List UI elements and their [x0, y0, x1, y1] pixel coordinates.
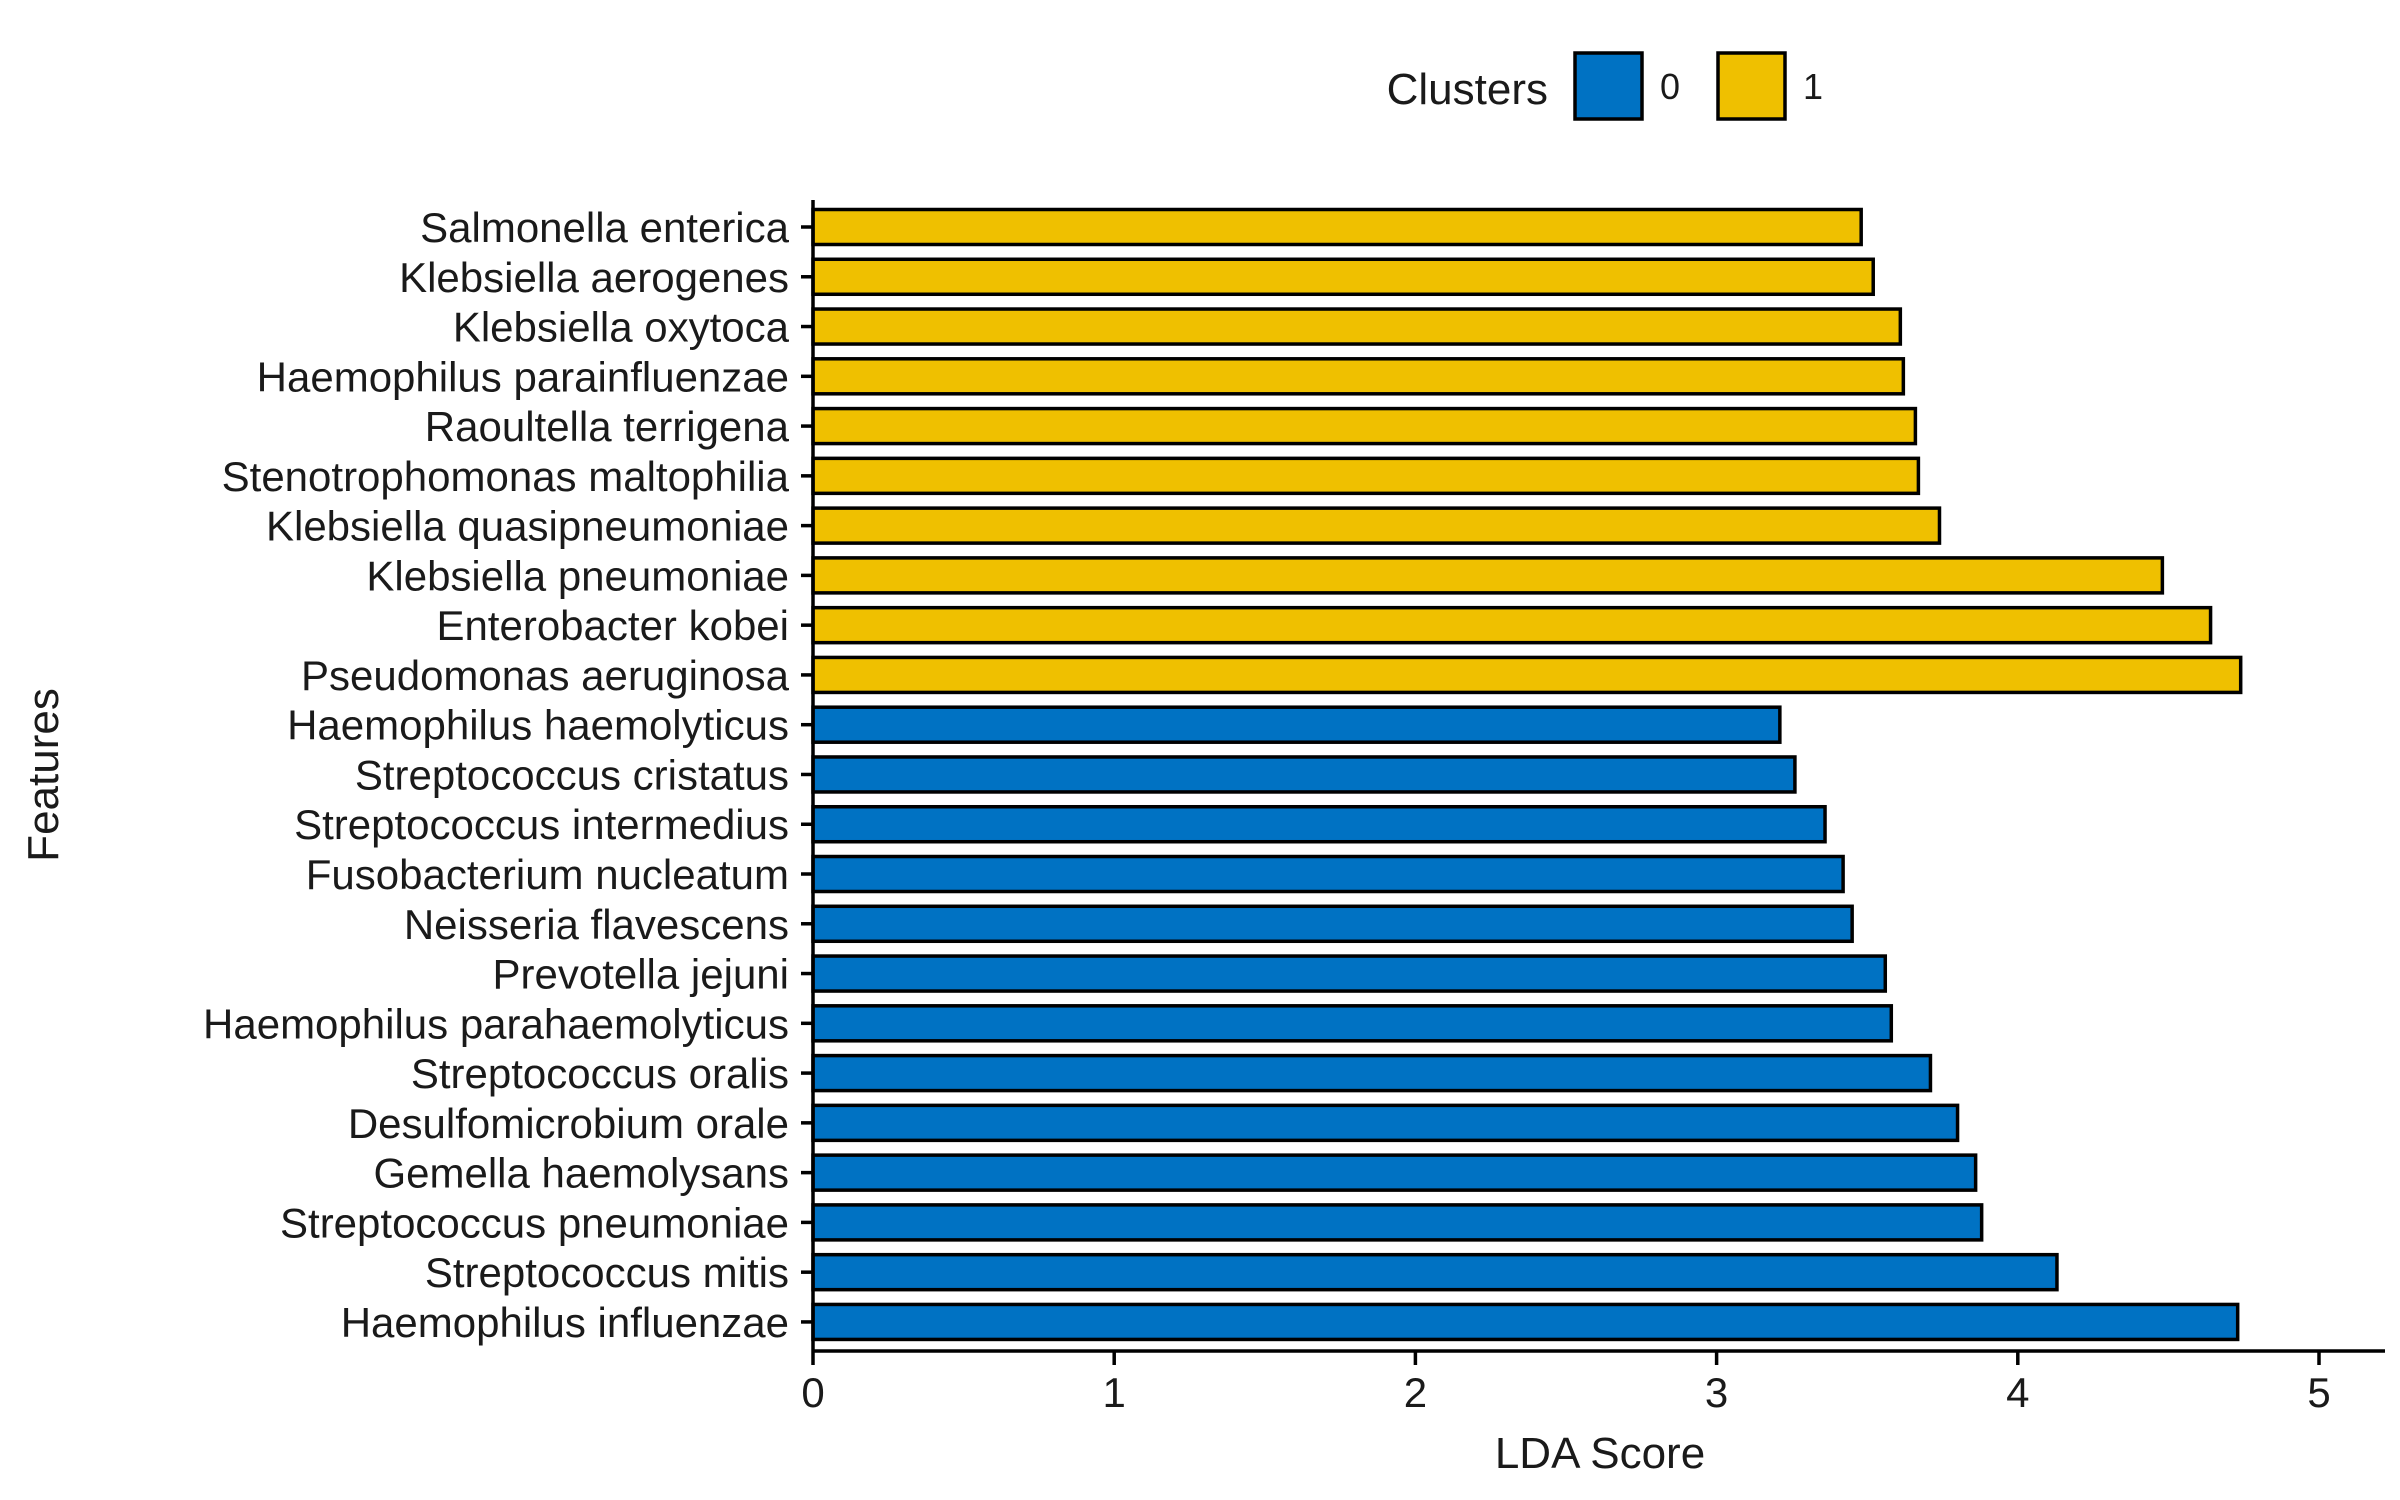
- y-tick-label: Streptococcus oralis: [411, 1050, 789, 1097]
- bar: [811, 1252, 2059, 1292]
- y-tick-label: Streptococcus mitis: [425, 1249, 789, 1296]
- y-tick-label: Haemophilus influenzae: [341, 1299, 789, 1346]
- bars-layer: [811, 207, 2243, 1342]
- x-tick-label: 2: [1404, 1369, 1427, 1416]
- bar: [811, 854, 1845, 894]
- bar: [811, 1153, 1978, 1192]
- y-tick-label: Raoultella terrigena: [425, 403, 790, 450]
- y-tick-label: Klebsiella pneumoniae: [366, 552, 789, 599]
- y-axis-title: Features: [19, 688, 68, 862]
- bar: [811, 1004, 1894, 1043]
- y-tick-label: Streptococcus cristatus: [355, 751, 789, 798]
- x-axis-title: LDA Score: [1495, 1429, 1705, 1478]
- bar: [811, 804, 1827, 844]
- x-tick-label: 3: [1705, 1369, 1728, 1416]
- y-tick-label: Haemophilus haemolyticus: [287, 702, 789, 749]
- y-tick-label: Klebsiella quasipneumoniae: [266, 503, 789, 550]
- bar: [811, 1302, 2240, 1342]
- bar: [811, 307, 1903, 346]
- x-tick-label: 0: [801, 1369, 824, 1416]
- y-tick-label: Klebsiella oxytoca: [453, 304, 790, 351]
- x-ticks: 0 1 2 3 4 5: [801, 1351, 2331, 1416]
- bar: [811, 357, 1906, 396]
- y-tick-label: Desulfomicrobium orale: [348, 1100, 789, 1147]
- bar: [811, 257, 1875, 297]
- bar: [811, 605, 2213, 645]
- y-tick-label: Klebsiella aerogenes: [399, 254, 789, 301]
- bar: [811, 954, 1888, 993]
- bar: [811, 1053, 1933, 1093]
- legend-title: Clusters: [1387, 65, 1548, 114]
- bar: [811, 755, 1797, 794]
- bar: [811, 556, 2165, 595]
- bar: [811, 655, 2243, 695]
- legend-key: [1716, 51, 1787, 121]
- x-tick-label: 5: [2307, 1369, 2330, 1416]
- x-tick-label: 1: [1103, 1369, 1126, 1416]
- bar: [811, 904, 1854, 944]
- bar: [811, 705, 1782, 744]
- y-tick-label: Salmonella enterica: [420, 204, 790, 251]
- y-tick-label: Stenotrophomonas maltophilia: [222, 453, 790, 500]
- y-tick-label: Streptococcus intermedius: [294, 801, 789, 848]
- y-tick-label: Streptococcus pneumoniae: [280, 1199, 789, 1246]
- y-tick-label: Pseudomonas aeruginosa: [301, 652, 790, 699]
- bar: [811, 506, 1942, 545]
- y-tick-label: Prevotella jejuni: [492, 951, 789, 998]
- bar: [811, 1103, 1960, 1143]
- y-tick-label: Haemophilus parainfluenzae: [257, 353, 789, 400]
- bar: [811, 1203, 1984, 1242]
- bar: [811, 406, 1918, 446]
- legend-label: 0: [1660, 66, 1680, 107]
- y-tick-label: Fusobacterium nucleatum: [306, 851, 789, 898]
- legend-label: 1: [1803, 66, 1823, 107]
- bar: [811, 207, 1863, 247]
- bar: [811, 456, 1921, 496]
- y-tick-label: Haemophilus parahaemolyticus: [203, 1000, 789, 1047]
- y-tick-label: Enterobacter kobei: [436, 602, 789, 649]
- y-tick-label: Neisseria flavescens: [404, 901, 789, 948]
- legend-key: [1573, 51, 1644, 121]
- x-tick-label: 4: [2006, 1369, 2029, 1416]
- y-tick-label: Gemella haemolysans: [373, 1150, 789, 1197]
